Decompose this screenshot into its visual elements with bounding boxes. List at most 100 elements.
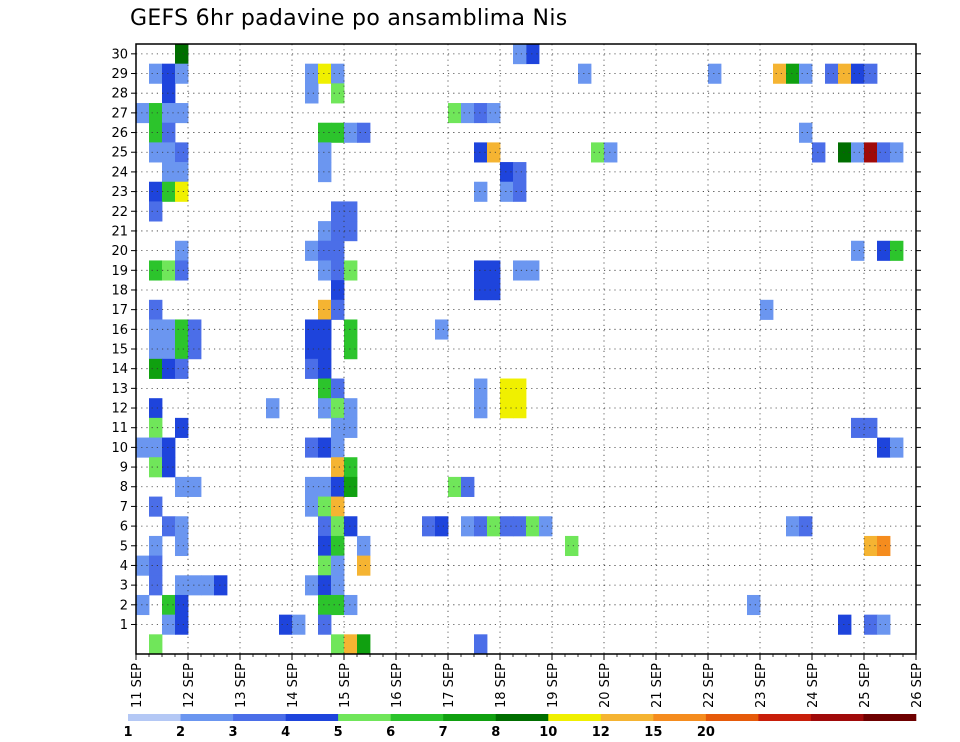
y-tick-label: 14 <box>111 362 128 377</box>
heatmap-cell <box>799 516 813 537</box>
heatmap-cell <box>149 201 163 222</box>
x-tick-label: 17 SEP <box>442 663 457 708</box>
x-tick-label: 11 SEP <box>130 663 145 708</box>
heatmap-cell <box>877 437 891 458</box>
heatmap-cell <box>565 535 579 557</box>
colorbar-label: 15 <box>644 725 662 740</box>
colorbar-label: 2 <box>176 725 185 740</box>
heatmap-cell <box>357 555 371 576</box>
y-tick-label: 30 <box>111 47 128 62</box>
heatmap-cell <box>877 142 891 163</box>
heatmap-cell <box>318 142 332 163</box>
colorbar-label: 20 <box>697 725 715 740</box>
heatmap-cell <box>149 457 163 478</box>
heatmap-cell <box>474 181 488 202</box>
heatmap-cell <box>474 280 488 301</box>
heatmap-cell <box>175 339 189 360</box>
heatmap-cell <box>149 319 163 340</box>
heatmap-cell <box>149 181 163 202</box>
heatmap-cell <box>149 358 163 379</box>
heatmap-cell <box>175 516 189 537</box>
heatmap-cell <box>175 594 189 616</box>
heatmap-cell <box>162 122 176 143</box>
y-tick-label: 22 <box>111 205 128 220</box>
heatmap-cell <box>149 299 163 320</box>
heatmap-cell <box>175 103 189 124</box>
heatmap-cell <box>149 535 163 557</box>
heatmap-cell <box>162 83 176 104</box>
heatmap-cell <box>136 103 150 124</box>
y-tick-label: 8 <box>120 480 128 495</box>
heatmap-cell <box>838 614 852 635</box>
heatmap-cell <box>435 516 449 537</box>
heatmap-cell <box>305 339 319 360</box>
heatmap-cell <box>851 417 865 438</box>
colorbar-label: 8 <box>491 725 500 740</box>
heatmap-cell <box>331 260 345 281</box>
heatmap-cell <box>149 496 163 517</box>
heatmap-cell <box>162 594 176 616</box>
heatmap-cell <box>175 260 189 281</box>
heatmap-cell <box>500 516 514 537</box>
heatmap-cell <box>487 103 501 124</box>
heatmap-cell <box>474 516 488 537</box>
heatmap-cell <box>526 516 540 537</box>
heatmap-cell <box>331 457 345 478</box>
heatmap-cell <box>305 575 319 596</box>
x-tick-label: 19 SEP <box>546 663 561 708</box>
heatmap-cell <box>526 260 540 281</box>
heatmap-cell <box>513 516 527 537</box>
heatmap-cell <box>318 516 332 537</box>
heatmap-cell <box>578 63 592 84</box>
heatmap-cell <box>136 555 150 576</box>
heatmap-cell <box>864 417 878 438</box>
heatmap-cell <box>149 555 163 576</box>
heatmap-cell <box>305 63 319 84</box>
heatmap-cell <box>890 142 904 163</box>
heatmap-cell <box>318 122 332 143</box>
x-tick-label: 25 SEP <box>858 663 873 708</box>
heatmap-cell <box>162 339 176 360</box>
heatmap-cell <box>305 437 319 458</box>
heatmap-cell <box>305 319 319 340</box>
heatmap-cell <box>318 476 332 497</box>
heatmap-cell <box>591 142 605 163</box>
y-tick-label: 6 <box>120 520 128 535</box>
heatmap-cell <box>838 142 852 163</box>
heatmap-cell <box>487 142 501 163</box>
heatmap-cell <box>344 417 358 438</box>
heatmap-cell <box>747 594 761 616</box>
colorbar-label: 7 <box>439 725 448 740</box>
heatmap-cell <box>175 358 189 379</box>
heatmap-cell <box>344 319 358 340</box>
heatmap-cell <box>162 319 176 340</box>
heatmap-cell <box>331 221 345 242</box>
heatmap-cell <box>344 398 358 419</box>
heatmap-cell <box>526 44 540 65</box>
colorbar-label: 12 <box>592 725 610 740</box>
heatmap-cell <box>188 575 202 596</box>
x-tick-label: 23 SEP <box>754 663 769 708</box>
heatmap-cell <box>305 496 319 517</box>
heatmap-cell <box>318 299 332 320</box>
y-tick-label: 7 <box>120 500 128 515</box>
heatmap-cell <box>344 260 358 281</box>
heatmap-cell <box>474 378 488 399</box>
heatmap-cell <box>318 339 332 360</box>
heatmap-cell <box>864 614 878 635</box>
heatmap-cell <box>357 122 371 143</box>
heatmap-cell <box>851 63 865 84</box>
colorbar-segment <box>548 714 602 721</box>
heatmap-cell <box>149 339 163 360</box>
heatmap-cell <box>487 280 501 301</box>
y-tick-label: 16 <box>111 323 128 338</box>
heatmap-cell <box>825 63 839 84</box>
heatmap-cell <box>513 378 527 399</box>
heatmap-cell <box>331 378 345 399</box>
heatmap-cell <box>318 614 332 635</box>
heatmap-cell <box>331 83 345 104</box>
heatmap-cell <box>149 437 163 458</box>
y-tick-label: 9 <box>120 461 128 476</box>
heatmap-cell <box>149 398 163 419</box>
